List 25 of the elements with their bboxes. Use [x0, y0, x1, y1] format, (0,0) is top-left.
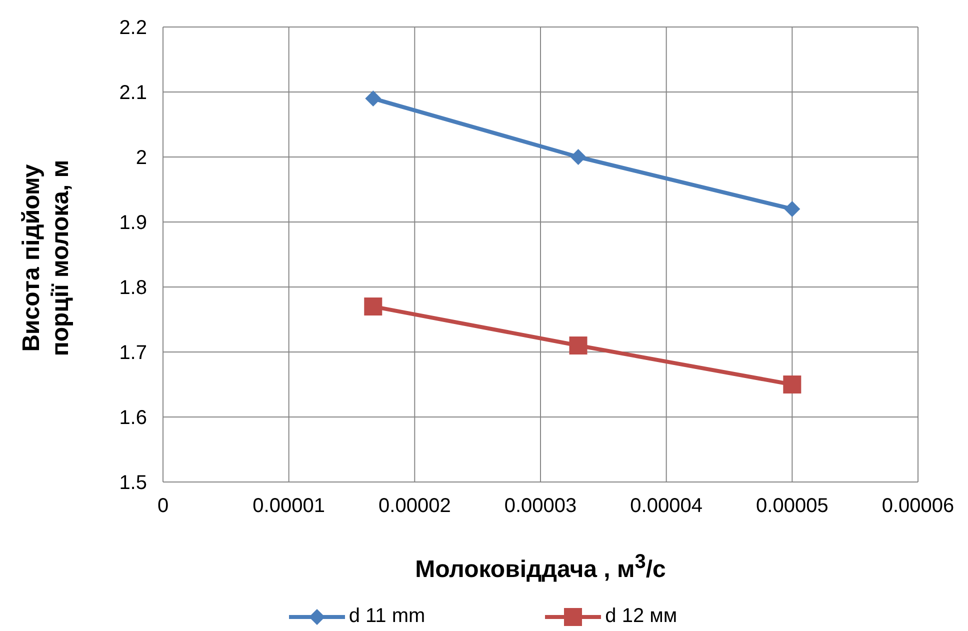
y-tick-label: 1.9 [119, 212, 147, 234]
y-axis-title: Висота підйому порції молока, м [17, 158, 75, 358]
y-tick-label: 2.1 [119, 82, 147, 104]
point [364, 298, 382, 316]
y-tick-label: 1.5 [119, 472, 147, 494]
point [783, 376, 802, 394]
x-tick-label: 0.00005 [756, 495, 828, 518]
y-tick-label: 1.8 [119, 277, 147, 300]
point [570, 149, 586, 165]
x-tick-label: 0.00003 [504, 495, 577, 518]
y-tick-label: 1.6 [119, 407, 147, 430]
y-tick-label: 2 [136, 147, 147, 170]
x-tick-label: 0.00001 [252, 495, 325, 518]
legend-label: d 11 mm [348, 605, 426, 628]
x-tick-label: 0.00004 [630, 495, 702, 518]
point [569, 336, 588, 354]
x-tick-label: 0.00006 [882, 495, 954, 518]
x-tick-label: 0 [157, 495, 169, 518]
point [365, 90, 382, 106]
legend-label: d 12 мм [605, 605, 678, 628]
x-axis-title: Молоковіддача , м$^{3}$/с [414, 551, 667, 584]
point [784, 201, 800, 217]
y-tick-label: 1.7 [119, 342, 147, 364]
x-tick-label: 0.00002 [378, 495, 451, 518]
y-tick-label: 2.2 [119, 17, 147, 40]
